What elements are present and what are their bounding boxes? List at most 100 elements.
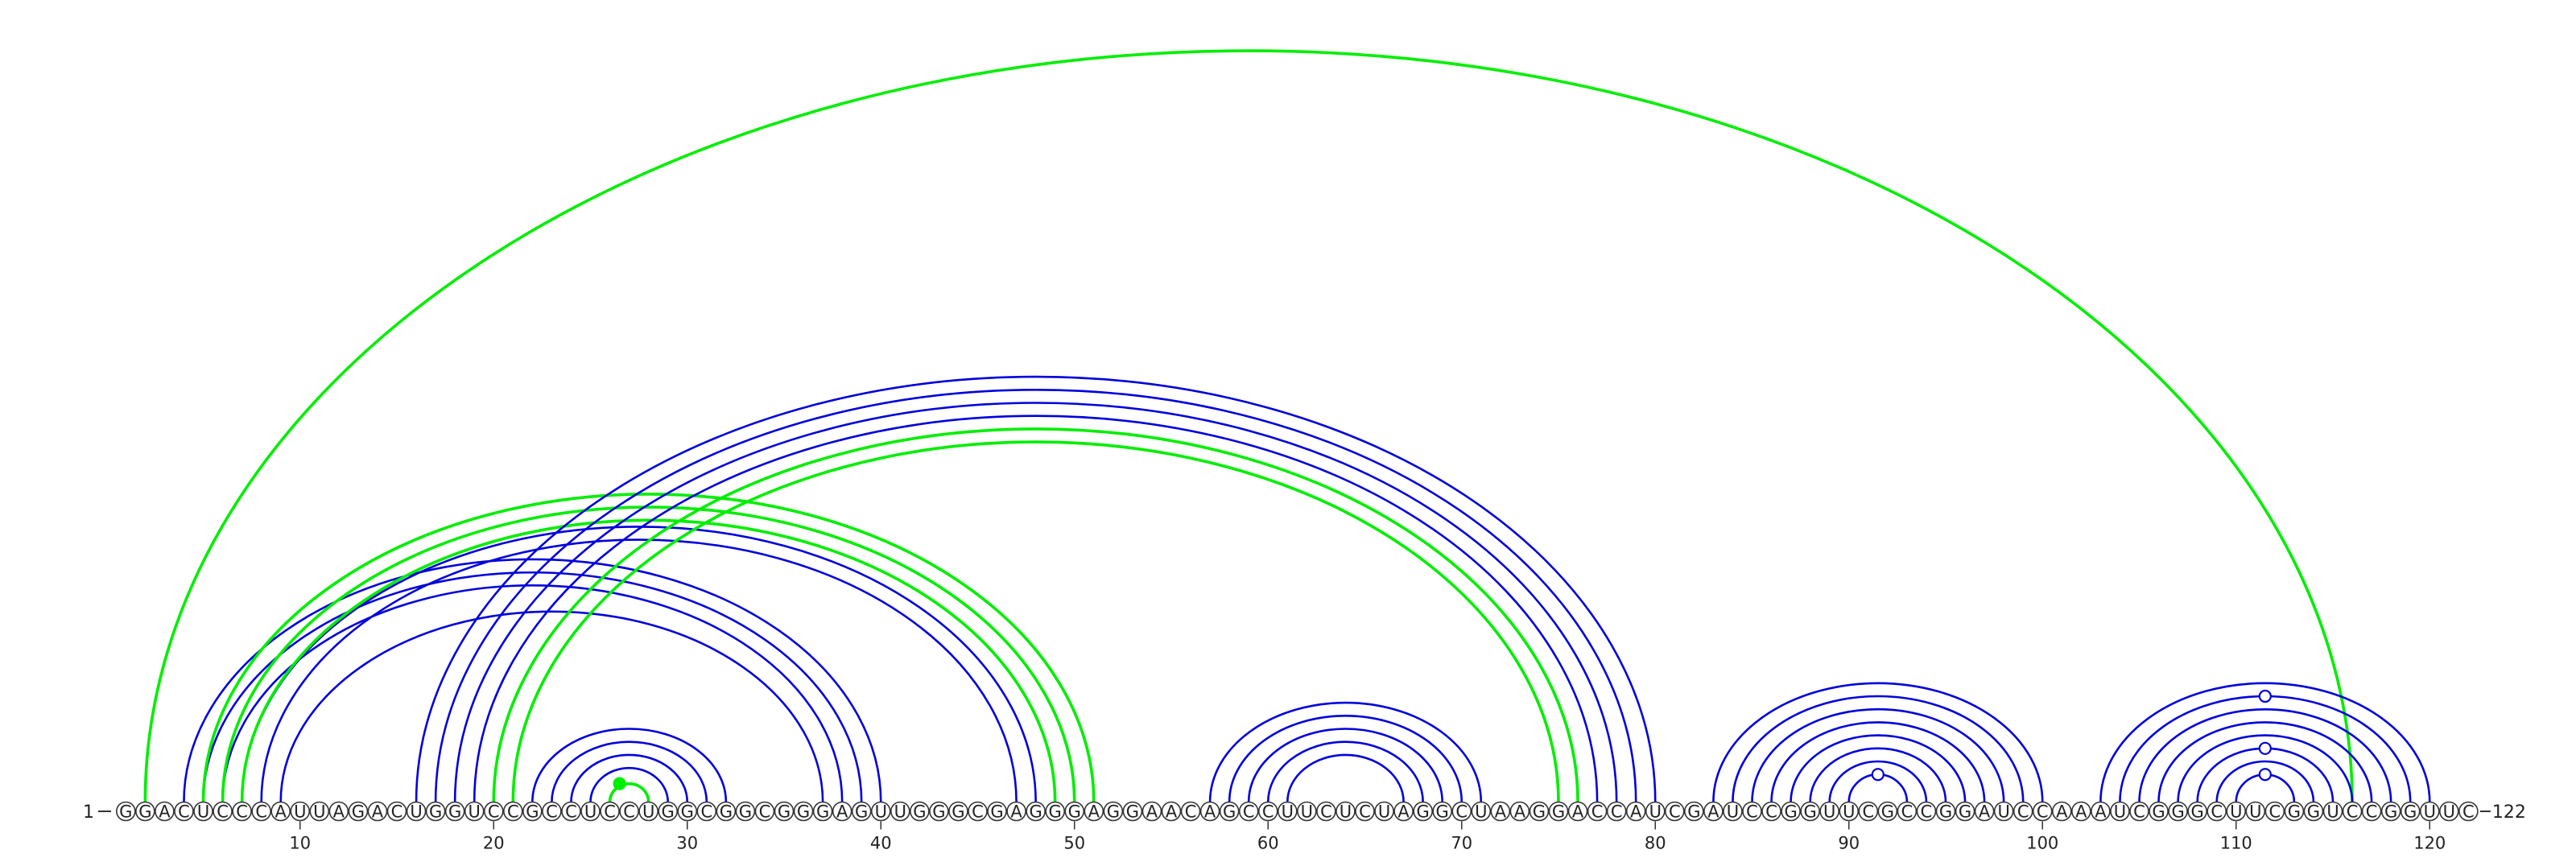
nucleotide-letter: U xyxy=(2443,802,2455,822)
nucleotide-circle xyxy=(135,801,155,822)
nucleotide-letter: U xyxy=(2424,802,2436,822)
nucleotide: U xyxy=(309,801,330,822)
nucleotide: U xyxy=(2439,801,2459,822)
base-pair-arc xyxy=(201,493,1096,802)
nucleotide-circle xyxy=(2071,801,2091,822)
nucleotide: C xyxy=(2013,801,2033,822)
nucleotide-letter: U xyxy=(642,802,654,822)
nucleotide-letter: A xyxy=(275,802,287,822)
nucleotide-letter: U xyxy=(1727,802,1739,822)
nucleotide-circle xyxy=(2380,801,2401,822)
nucleotide: A xyxy=(1567,801,1588,822)
nucleotide-letter: A xyxy=(159,802,171,822)
base-pair-arc xyxy=(1790,734,1967,802)
nucleotide-circle xyxy=(2284,801,2305,822)
nucleotide-circle xyxy=(213,801,233,822)
nucleotide-letter: G xyxy=(739,802,752,822)
nucleotide-letter: C xyxy=(2133,802,2145,822)
nucleotide-letter: G xyxy=(448,802,461,822)
tick-label: 120 xyxy=(2413,834,2446,853)
nucleotide: C xyxy=(232,801,252,822)
nucleotide-letter: U xyxy=(1823,802,1835,822)
nucleotide-letter: C xyxy=(1862,802,1874,822)
base-pair-arc xyxy=(2099,682,2431,802)
tick-label: 30 xyxy=(676,834,698,853)
nucleotide-letter: G xyxy=(1068,802,1081,822)
nucleotide-letter: C xyxy=(623,802,635,822)
nucleotide: U xyxy=(1335,801,1356,822)
nucleotide-letter: U xyxy=(2114,802,2126,822)
nucleotide: G xyxy=(1064,801,1085,822)
nucleotide-circle xyxy=(968,801,988,822)
nucleotide-letter: A xyxy=(1979,802,1991,822)
nucleotide-circle xyxy=(2400,801,2421,822)
nucleotide: C xyxy=(1761,801,1781,822)
nucleotide-letter: G xyxy=(913,802,926,822)
nucleotide-circle xyxy=(600,801,620,822)
nucleotide: C xyxy=(1916,801,1937,822)
nucleotide-circle xyxy=(735,801,756,822)
nucleotide-circle xyxy=(1839,801,1860,822)
nucleotide: C xyxy=(1316,801,1336,822)
base-pair-arc xyxy=(531,728,728,802)
nucleotide-circle xyxy=(1877,801,1898,822)
base-pair-arc xyxy=(279,610,824,802)
nucleotide-circle xyxy=(1026,801,1046,822)
nucleotide-letter: C xyxy=(1185,802,1197,822)
nucleotide-circle xyxy=(1703,801,1724,822)
nucleotide: G xyxy=(1026,801,1046,822)
nucleotide: G xyxy=(444,801,465,822)
nucleotide: U xyxy=(193,801,213,822)
nucleotide: G xyxy=(348,801,369,822)
base-pair-arc xyxy=(143,49,2354,802)
nucleotide-letter: C xyxy=(759,802,771,822)
nucleotide: U xyxy=(638,801,658,822)
nucleotide: C xyxy=(1858,801,1879,822)
base-pair-arc xyxy=(1809,747,1947,802)
nucleotide-letter: C xyxy=(972,802,984,822)
nucleotide-letter: G xyxy=(1436,802,1449,822)
nucleotide-letter: G xyxy=(932,802,945,822)
nucleotide: A xyxy=(270,801,291,822)
nucleotide-circle xyxy=(890,801,910,822)
nucleotide-letter: C xyxy=(1262,802,1274,822)
nucleotide-circle xyxy=(1084,801,1104,822)
nucleotide: U xyxy=(2110,801,2130,822)
nucleotide-letter: U xyxy=(410,802,422,822)
nucleotide: G xyxy=(1548,801,1569,822)
base-pair-arc xyxy=(221,584,844,802)
base-pair-arc xyxy=(473,415,1599,802)
base-pair-arc xyxy=(1286,753,1405,802)
nucleotide: U xyxy=(464,801,485,822)
nucleotide: U xyxy=(1645,801,1666,822)
nucleotide-circle xyxy=(754,801,775,822)
nucleotide: C xyxy=(619,801,639,822)
nucleotide-letter: C xyxy=(1765,802,1777,822)
nucleotide-letter: G xyxy=(990,802,1003,822)
nucleotide: C xyxy=(483,801,504,822)
nucleotide-letter: C xyxy=(565,802,577,822)
nucleotide-letter: G xyxy=(1417,802,1430,822)
nucleotide-circle xyxy=(328,801,349,822)
nucleotide: C xyxy=(968,801,988,822)
tick-label: 70 xyxy=(1451,834,1472,853)
nucleotide-letter: A xyxy=(836,802,848,822)
nucleotide-circle xyxy=(1238,801,1259,822)
nucleotide: G xyxy=(425,801,446,822)
nucleotide-circle xyxy=(2245,801,2266,822)
nucleotide-circle xyxy=(987,801,1007,822)
nucleotide-circle xyxy=(1432,801,1452,822)
nucleotide-circle xyxy=(1993,801,2014,822)
nucleotide-letter: C xyxy=(1611,802,1623,822)
base-pair-arc xyxy=(434,389,1637,802)
nucleotide-letter: A xyxy=(333,802,345,822)
nucleotide: A xyxy=(155,801,175,822)
nucleotide: U xyxy=(1278,801,1298,822)
sequence-end-label: 122 xyxy=(2492,802,2526,823)
nucleotide-circle xyxy=(2322,801,2343,822)
nucleotide-circle xyxy=(1606,801,1627,822)
tick-label: 60 xyxy=(1257,834,1279,853)
nucleotide: U xyxy=(2419,801,2440,822)
base-pair-arc xyxy=(453,402,1618,802)
nucleotide-circle xyxy=(2032,801,2053,822)
